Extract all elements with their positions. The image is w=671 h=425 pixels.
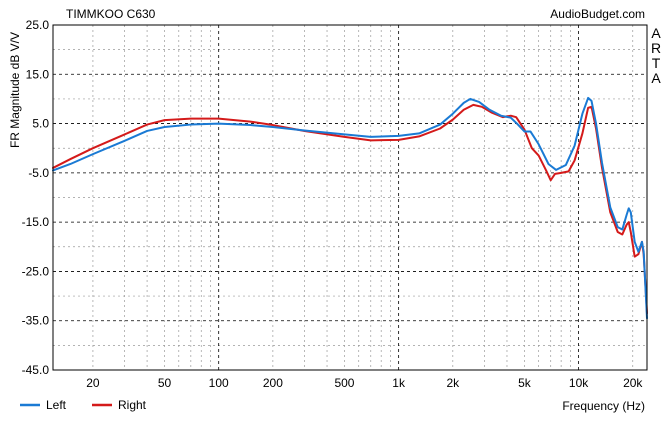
watermark-label: AudioBudget.com [550, 7, 645, 21]
x-tick-label: 100 [209, 376, 229, 390]
x-tick-labels: 20 50 100 200 500 1k 2k 5k 10k 20k [86, 376, 643, 390]
x-tick-label: 10k [569, 376, 589, 390]
y-tick-labels: 25.0 15.0 5.0 -5.0 -15.0 -25.0 -35.0 -45.0 [22, 18, 50, 377]
x-axis-label: Frequency (Hz) [562, 399, 645, 413]
side-label: A R T A [651, 25, 661, 86]
y-tick-label: -5.0 [28, 166, 49, 180]
x-tick-label: 1k [392, 376, 406, 390]
y-tick-label: -15.0 [22, 215, 50, 229]
series-line-left [52, 96, 648, 320]
y-tick-label: 15.0 [26, 67, 50, 81]
y-tick-label: 25.0 [26, 18, 50, 32]
plot-frame [52, 24, 648, 371]
grid-layer [53, 24, 647, 371]
side-label-letter: A [651, 70, 661, 86]
chart-title: TIMMKOO C630 [66, 7, 156, 21]
y-tick-label: -45.0 [22, 363, 50, 377]
series-line-right [52, 103, 648, 315]
side-label-letter: T [652, 55, 661, 71]
y-tick-label: -35.0 [22, 314, 50, 328]
legend: Left Right [20, 398, 147, 412]
legend-label-right: Right [118, 398, 147, 412]
side-label-letter: R [651, 40, 661, 56]
series-layer [52, 96, 648, 320]
side-label-letter: A [651, 25, 661, 41]
x-tick-label: 500 [334, 376, 354, 390]
y-tick-label: -25.0 [22, 264, 50, 278]
x-tick-label: 5k [518, 376, 532, 390]
x-tick-label: 2k [446, 376, 460, 390]
x-tick-label: 200 [263, 376, 283, 390]
x-tick-label: 20 [86, 376, 100, 390]
y-tick-label: 5.0 [32, 117, 49, 131]
y-axis-label: FR Magnitude dB V/V [8, 32, 22, 148]
x-tick-label: 20k [623, 376, 643, 390]
legend-label-left: Left [46, 398, 67, 412]
x-tick-label: 50 [158, 376, 172, 390]
